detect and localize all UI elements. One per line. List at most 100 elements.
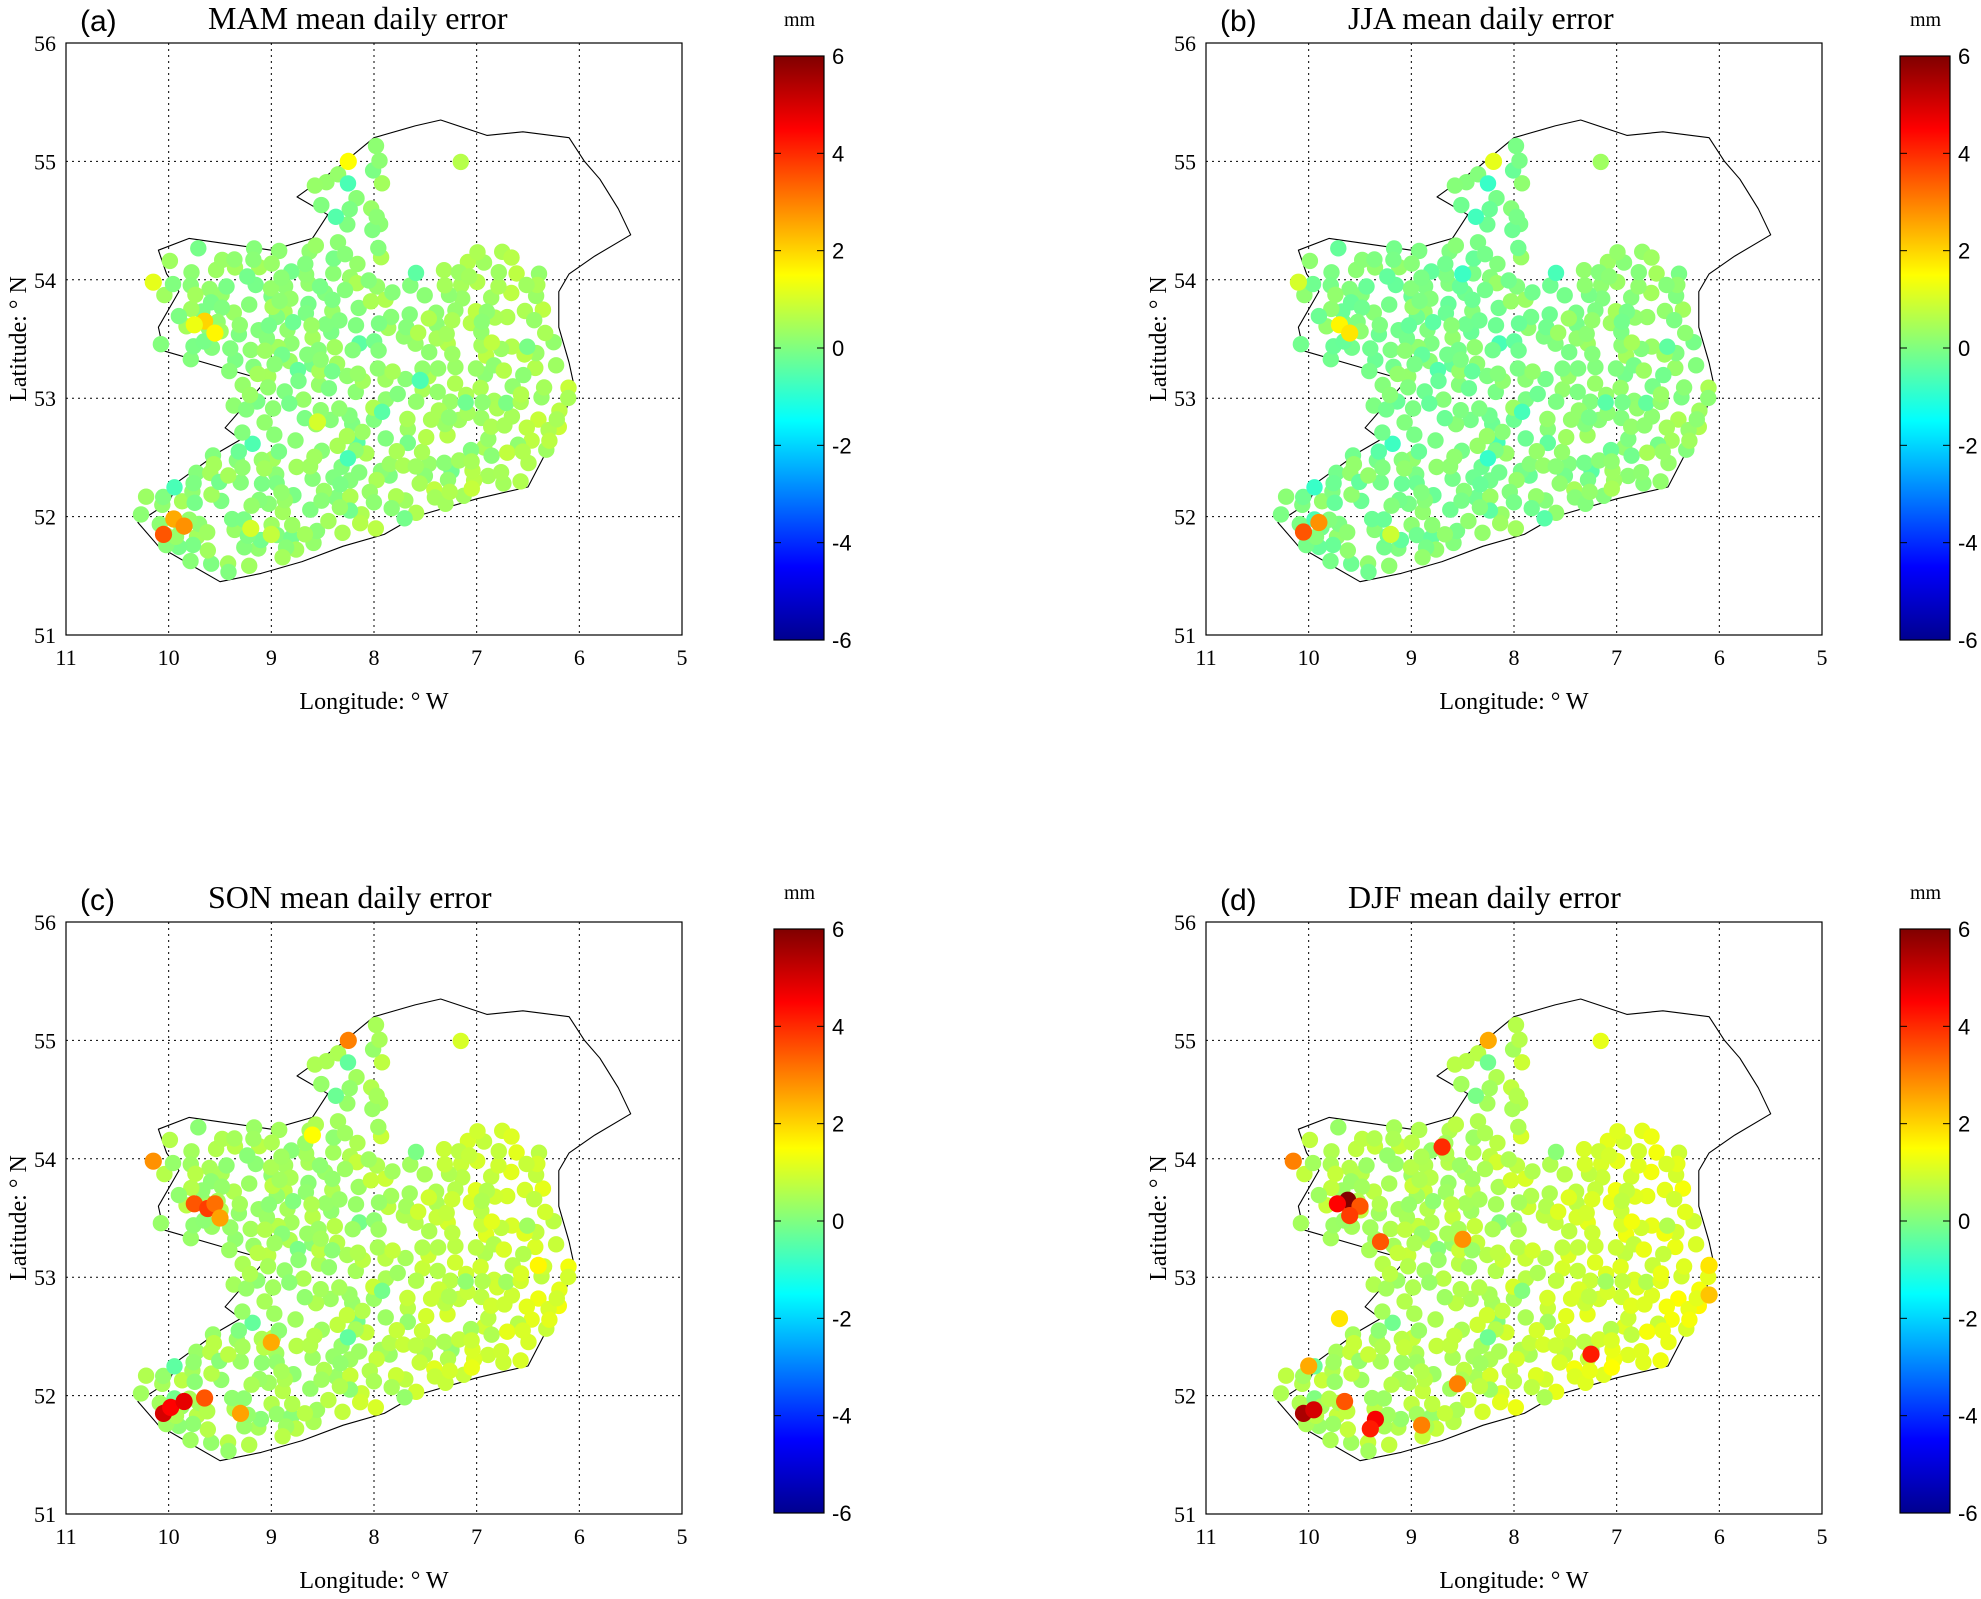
station-marker xyxy=(526,312,543,329)
station-marker xyxy=(444,1191,461,1208)
station-marker xyxy=(429,383,446,401)
station-marker xyxy=(1322,1431,1339,1449)
station-marker xyxy=(1663,432,1680,449)
station-marker xyxy=(222,340,239,357)
station-marker xyxy=(1467,208,1485,225)
station-marker xyxy=(1374,424,1391,441)
station-marker xyxy=(541,432,558,449)
station-marker xyxy=(1323,1179,1340,1197)
station-marker xyxy=(311,278,329,295)
station-marker xyxy=(263,255,280,272)
station-marker xyxy=(253,1354,271,1371)
station-marker xyxy=(447,358,464,376)
station-marker xyxy=(444,1224,461,1242)
station-marker xyxy=(339,1329,357,1346)
station-marker xyxy=(1464,1242,1481,1259)
colorbar-tick-label: 6 xyxy=(832,44,844,69)
station-marker xyxy=(503,1128,520,1145)
station-marker xyxy=(496,1296,513,1313)
station-marker xyxy=(1587,1237,1604,1255)
station-marker xyxy=(283,335,300,352)
station-marker xyxy=(312,1230,329,1247)
station-marker xyxy=(1630,1157,1647,1174)
station-marker xyxy=(242,1220,259,1238)
station-marker xyxy=(132,1385,150,1402)
station-marker xyxy=(1363,510,1381,528)
station-marker xyxy=(1424,314,1442,331)
station-marker xyxy=(1524,284,1541,301)
station-marker xyxy=(1635,1241,1653,1258)
station-marker xyxy=(483,447,500,464)
station-marker xyxy=(1623,334,1641,351)
station-marker xyxy=(512,1265,530,1282)
station-marker xyxy=(1524,1163,1541,1180)
station-marker xyxy=(266,426,283,443)
station-marker xyxy=(354,1302,371,1320)
station-marker xyxy=(1457,316,1475,333)
data-point xyxy=(303,1126,321,1144)
station-marker xyxy=(1586,1254,1604,1271)
station-marker xyxy=(408,1272,425,1289)
station-marker xyxy=(1652,386,1670,403)
station-marker xyxy=(479,467,497,485)
station-marker xyxy=(1670,1290,1687,1307)
data-point xyxy=(1361,1420,1379,1438)
station-marker xyxy=(1400,1196,1418,1213)
station-marker xyxy=(365,1373,383,1390)
station-marker xyxy=(339,175,357,192)
station-marker xyxy=(438,325,455,342)
station-marker xyxy=(1343,1365,1360,1382)
station-marker xyxy=(1301,1131,1319,1149)
colorbar-tick-label: -2 xyxy=(832,1306,852,1331)
map-panel-1: 11 10 9 8 7 6 5 51 52 53 54 55 56 Longitude: ° W Latit… xyxy=(6,0,852,715)
station-marker xyxy=(1620,1309,1637,1327)
station-marker xyxy=(407,1143,425,1161)
station-marker xyxy=(1580,1288,1598,1305)
station-marker xyxy=(214,1130,231,1148)
station-marker xyxy=(1464,291,1481,308)
station-marker xyxy=(1413,1148,1430,1165)
colorbar-tick-label: 2 xyxy=(832,239,844,264)
station-marker xyxy=(1619,1346,1637,1364)
colorbar-unit-label: mm xyxy=(1910,9,1942,31)
panel-label: (c) xyxy=(80,884,115,917)
x-tick-label: 7 xyxy=(1611,1524,1622,1549)
station-marker xyxy=(1528,443,1546,460)
station-marker xyxy=(243,1376,260,1393)
x-axis-label: Longitude: ° W xyxy=(1439,689,1588,715)
station-marker xyxy=(384,1242,401,1259)
colorbar-tick-label: 2 xyxy=(1958,239,1970,264)
colorbar xyxy=(773,55,825,641)
station-marker xyxy=(1323,264,1340,281)
station-marker xyxy=(243,497,260,514)
station-marker xyxy=(1396,414,1413,431)
station-marker xyxy=(1675,379,1693,396)
station-marker xyxy=(1658,1298,1676,1315)
station-marker xyxy=(241,557,258,574)
station-marker xyxy=(402,277,419,294)
station-marker xyxy=(1465,1144,1482,1161)
station-marker xyxy=(241,296,258,313)
colorbar-tick-label: -2 xyxy=(1958,433,1978,458)
station-marker xyxy=(1442,501,1459,518)
station-marker xyxy=(548,1290,565,1307)
station-marker xyxy=(388,443,405,460)
x-tick-label: 5 xyxy=(1817,1524,1828,1549)
station-marker xyxy=(331,1191,348,1208)
station-marker xyxy=(249,1244,266,1262)
station-marker xyxy=(1597,394,1614,411)
station-marker xyxy=(1476,246,1494,263)
station-marker xyxy=(1584,1191,1601,1208)
station-marker xyxy=(213,1178,231,1195)
station-marker xyxy=(1457,1195,1475,1212)
station-marker xyxy=(1406,1235,1423,1252)
colorbar-tick-label: 0 xyxy=(832,1209,844,1234)
station-marker xyxy=(1310,307,1328,325)
station-marker xyxy=(429,1239,447,1256)
station-marker xyxy=(463,1359,480,1376)
station-marker xyxy=(377,1309,394,1326)
station-marker xyxy=(1365,1276,1382,1293)
station-marker xyxy=(334,524,351,541)
station-marker xyxy=(1504,221,1521,239)
station-marker xyxy=(1322,552,1339,570)
